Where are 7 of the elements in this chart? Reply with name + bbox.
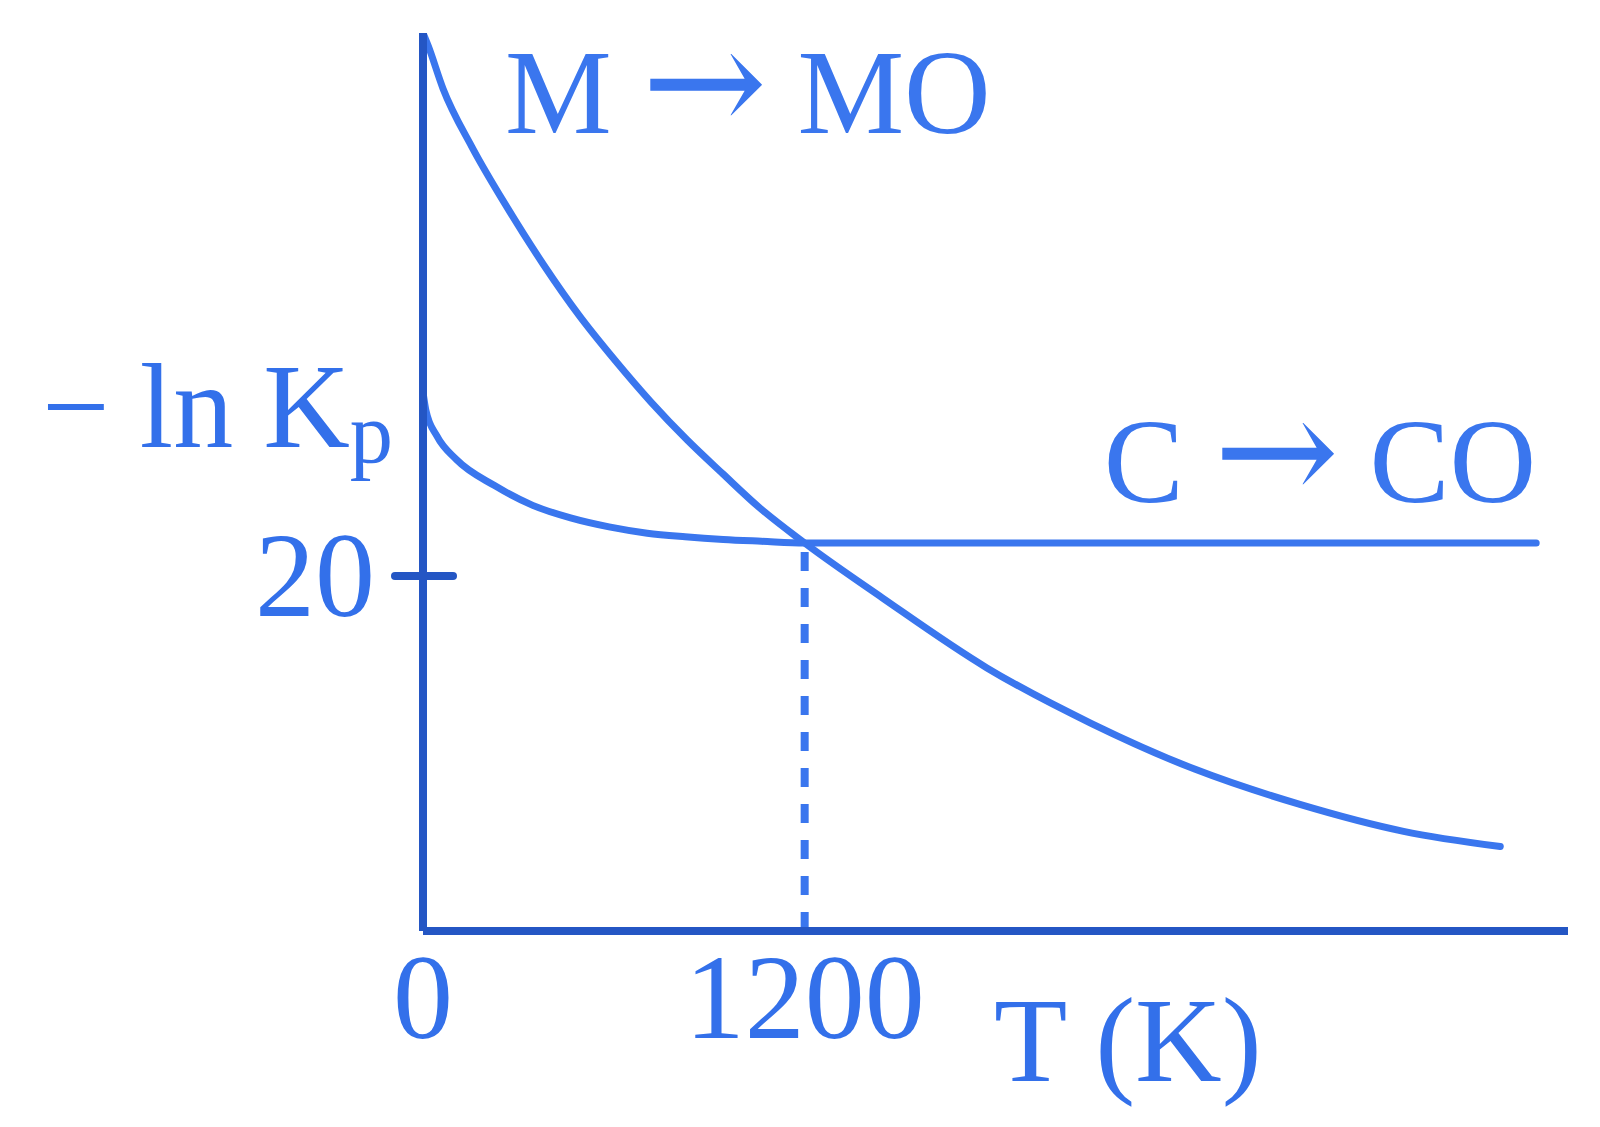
x-tick-label: 1200 bbox=[684, 931, 925, 1064]
y-axis-title: − ln K$_{p}$ bbox=[42, 340, 393, 482]
series-label: C → CO bbox=[1103, 363, 1537, 538]
x-tick-label: 0 bbox=[393, 931, 453, 1064]
x-axis-title: T (K) bbox=[994, 974, 1262, 1107]
text: 20 bbox=[255, 508, 375, 642]
series-label: M → MO bbox=[505, 0, 991, 168]
